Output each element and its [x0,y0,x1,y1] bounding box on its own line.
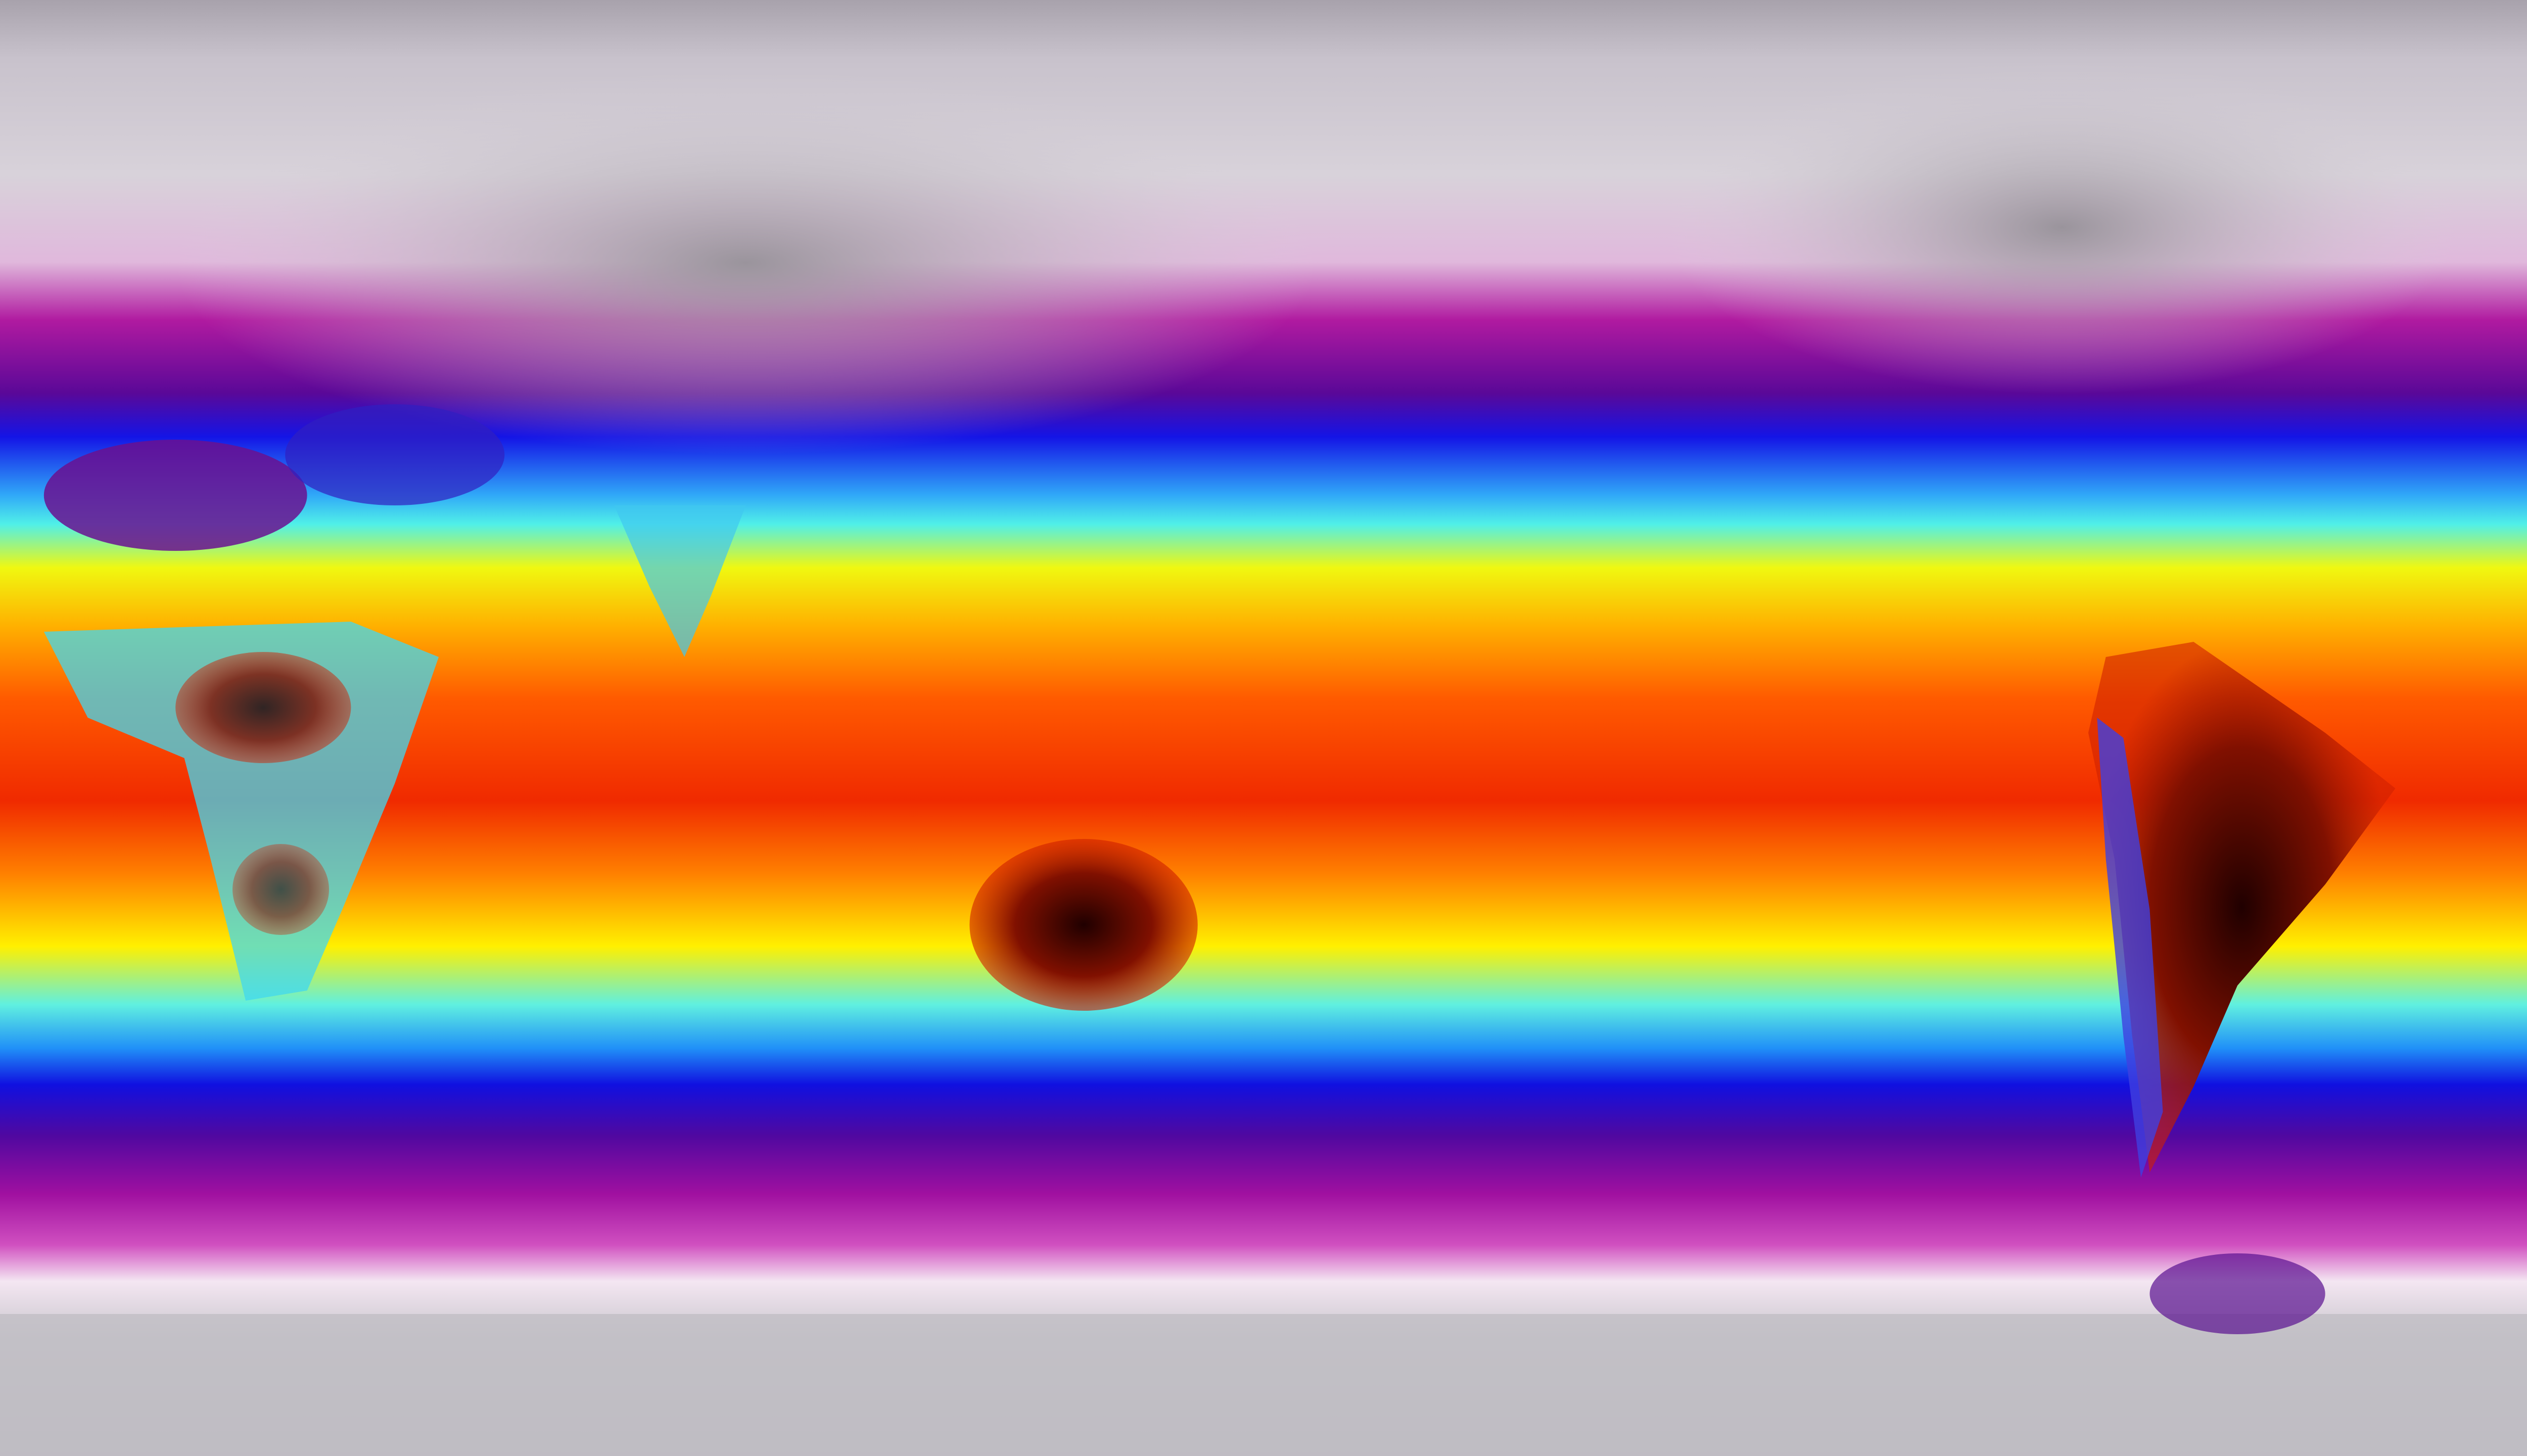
middle-east-region [43,440,307,551]
andes-cold-strip [2097,718,2163,1178]
australia-hot-region [969,839,1198,1011]
eurasia-cold-region [175,71,1317,455]
southern-africa-hot-region [232,844,330,935]
north-america-cold-region [1667,61,2457,394]
antarctica-region [0,1314,2527,1456]
india-landmass [614,505,746,657]
africa-hot-region [175,652,351,763]
antarctic-peninsula-region [2149,1253,2325,1334]
tibet-region [285,404,505,505]
south-america-landmass [2088,642,2396,1172]
